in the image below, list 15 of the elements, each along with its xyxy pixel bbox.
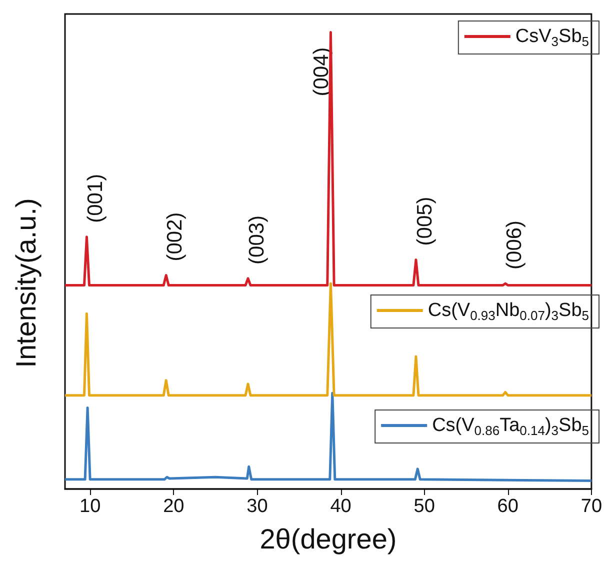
x-tick-label: 30: [246, 496, 268, 517]
annotation: (006): [502, 220, 526, 270]
y-axis-title: Intensity(a.u.): [10, 198, 42, 368]
x-tick-label: 40: [330, 496, 352, 517]
x-axis-title: 2θ(degree): [260, 524, 397, 554]
annotation: (005): [413, 196, 436, 246]
x-tick-label: 70: [580, 496, 602, 517]
x-tick-label: 60: [497, 496, 518, 517]
annotation: (001): [84, 174, 108, 223]
annotation: (002): [164, 212, 187, 262]
annotation: (003): [246, 215, 268, 264]
x-tick-label: 50: [414, 496, 435, 517]
annotation: (004): [310, 47, 334, 96]
x-tick-label: 20: [163, 496, 184, 517]
x-tick-label: 10: [80, 496, 101, 517]
